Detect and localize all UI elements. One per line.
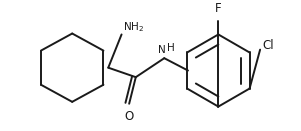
Text: H: H: [167, 43, 175, 53]
Text: N: N: [158, 45, 165, 55]
Text: F: F: [215, 2, 222, 15]
Text: NH$_2$: NH$_2$: [123, 20, 144, 34]
Text: O: O: [125, 110, 134, 123]
Text: Cl: Cl: [262, 39, 274, 52]
